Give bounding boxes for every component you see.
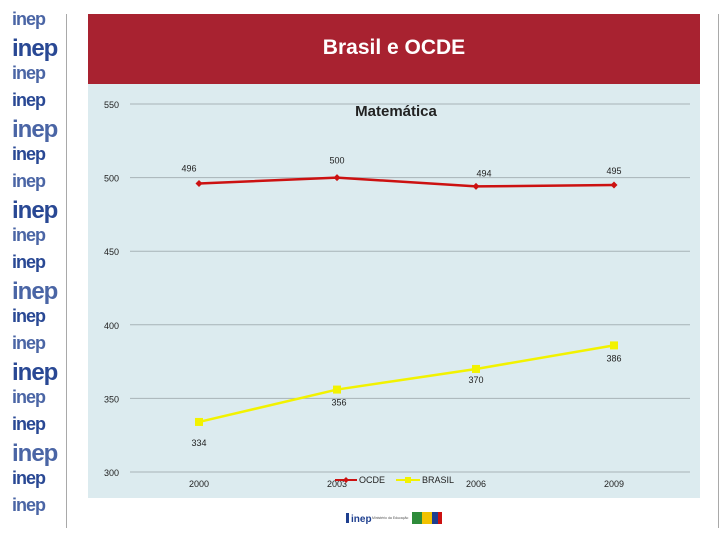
sidebar-watermark-tile: inep: [12, 333, 46, 353]
footer-logo-block-green: [412, 512, 422, 524]
data-label: 496: [181, 163, 196, 173]
sidebar-watermark-tile: inep: [12, 197, 58, 224]
sidebar-watermark-tile: inep: [12, 9, 46, 29]
sidebar-watermark-tile: inep: [12, 359, 58, 386]
sidebar-watermark-tile: inep: [12, 440, 58, 467]
data-point: [472, 182, 480, 190]
data-point: [333, 174, 341, 182]
data-point: [472, 364, 480, 373]
sidebar-watermark-tile: inep: [12, 116, 58, 143]
sidebar-watermark-tile: inep: [12, 414, 46, 434]
legend-label: BRASIL: [422, 475, 454, 485]
footer-ministry-text: Ministério da Educação: [372, 516, 408, 520]
data-label: 356: [331, 398, 346, 408]
sidebar-watermark-tile: inep: [12, 468, 46, 488]
plot-panel: [88, 84, 700, 498]
y-tick-label: 300: [104, 468, 119, 478]
y-tick-label: 550: [104, 100, 119, 110]
sidebar-watermark-tile: inep: [12, 252, 46, 272]
data-point: [333, 385, 341, 394]
sidebar-watermark-tile: inep: [12, 90, 46, 110]
data-point: [195, 417, 203, 426]
legend-label: OCDE: [359, 475, 385, 485]
slide-title: Brasil e OCDE: [322, 36, 466, 59]
y-tick-label: 350: [104, 394, 119, 404]
data-point: [195, 179, 203, 187]
series-line-brasil: [198, 344, 615, 424]
y-tick-label: 500: [104, 174, 119, 184]
y-tick-label: 450: [104, 247, 119, 257]
chart-title: Matemática: [355, 103, 437, 120]
sidebar-watermark-tile: inep: [12, 306, 46, 326]
data-point: [610, 341, 618, 350]
footer-logo-block-blue: [432, 512, 438, 524]
series-line-ocde: [198, 176, 615, 188]
footer-logo-block-red: [438, 512, 442, 524]
data-label: 334: [191, 438, 206, 448]
x-tick-label: 2003: [327, 479, 347, 489]
y-tick-label: 400: [104, 321, 119, 331]
sidebar-watermark-tile: inep: [12, 35, 58, 62]
footer-logo: inep Ministério da Educação: [346, 510, 446, 526]
footer-logo-block-yellow: [422, 512, 432, 524]
sidebar-watermark-tile: inep: [12, 495, 46, 515]
sidebar-watermark-tile: inep: [12, 171, 46, 191]
footer-logo-bar-1: [346, 513, 349, 523]
legend-swatch-marker: [343, 477, 349, 483]
sidebar-watermark-tile: inep: [12, 63, 46, 83]
footer-logo-text: inep: [351, 514, 372, 525]
data-label: 495: [606, 166, 621, 176]
data-label: 386: [606, 353, 621, 363]
data-label: 370: [468, 375, 483, 385]
sidebar-watermark: inep inep inep inep inep inep inep inep inep inep…: [12, 10, 58, 526]
sidebar-watermark-tile: inep: [12, 144, 46, 164]
sidebar-watermark-tile: inep: [12, 225, 46, 245]
legend-swatch-marker: [405, 477, 411, 483]
data-label: 500: [329, 156, 344, 166]
data-label: 494: [476, 168, 491, 178]
x-tick-label: 2000: [189, 479, 209, 489]
x-tick-label: 2009: [604, 479, 624, 489]
title-banner: [88, 14, 700, 84]
x-tick-label: 2006: [466, 479, 486, 489]
sidebar-watermark-tile: inep: [12, 278, 58, 305]
sidebar-watermark-tile: inep: [12, 387, 46, 407]
data-point: [610, 181, 618, 189]
